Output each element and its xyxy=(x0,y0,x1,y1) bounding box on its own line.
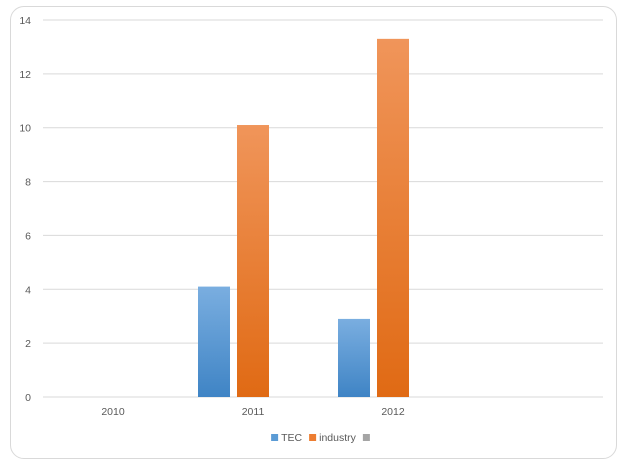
legend-label-tec: TEC xyxy=(281,432,302,444)
y-tick-label: 0 xyxy=(25,392,31,404)
chart-frame xyxy=(10,6,617,459)
x-axis-ticks: 2010 2011 2012 xyxy=(101,406,405,418)
bar-tec-2012 xyxy=(338,318,370,397)
y-tick-label: 10 xyxy=(19,123,31,135)
x-tick-label: 2010 xyxy=(101,406,125,418)
y-tick-label: 2 xyxy=(25,338,31,350)
bar-industry-2011 xyxy=(237,125,269,398)
bars xyxy=(198,38,409,398)
legend-swatch-tec xyxy=(271,434,279,441)
y-tick-label: 12 xyxy=(19,69,31,81)
legend-swatch-series3 xyxy=(362,434,370,441)
y-tick-label: 8 xyxy=(25,177,31,189)
gridlines xyxy=(43,19,603,398)
bar-industry-2012 xyxy=(377,38,409,397)
y-tick-label: 14 xyxy=(19,15,31,27)
y-axis-ticks: 0 2 4 6 8 10 12 14 xyxy=(19,15,31,404)
y-tick-label: 4 xyxy=(25,284,31,296)
y-tick-label: 6 xyxy=(25,230,31,242)
legend: TEC industry xyxy=(271,432,370,444)
legend-label-industry: industry xyxy=(319,432,357,444)
x-tick-label: 2011 xyxy=(242,406,265,418)
bar-tec-2011 xyxy=(198,286,230,397)
x-tick-label: 2012 xyxy=(381,406,405,418)
legend-swatch-industry xyxy=(309,434,317,441)
